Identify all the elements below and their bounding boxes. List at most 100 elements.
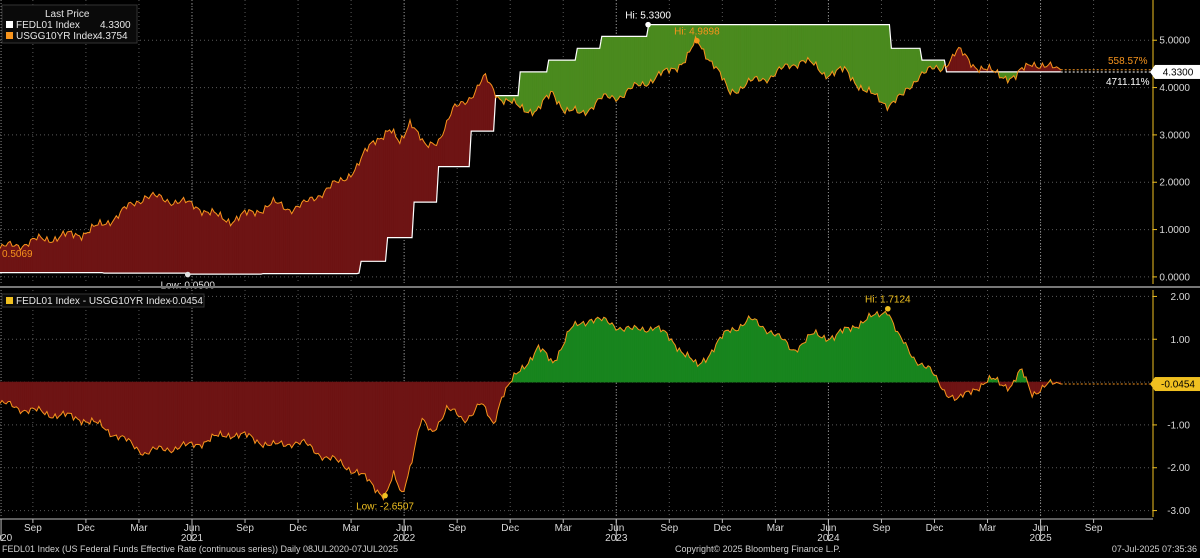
spread-fill-slice (266, 205, 270, 274)
diff-fill-slice (585, 322, 588, 383)
diff-fill-slice (179, 381, 182, 450)
diff-fill-slice (607, 321, 611, 383)
spread-fill-slice (283, 208, 286, 274)
spread-fill-slice (95, 224, 99, 273)
diff-fill-slice (50, 381, 54, 419)
diff-last-tag-arrow (1150, 377, 1155, 392)
diff-fill-slice (462, 381, 466, 424)
spread-fill-slice (795, 24, 798, 70)
diff-fill-slice (656, 325, 660, 383)
spread-fill-slice (760, 24, 764, 82)
spread-fill-slice (648, 24, 652, 85)
spread-fill-slice (64, 231, 68, 273)
diff-fill-slice (109, 381, 113, 438)
diff-fill-slice (587, 319, 590, 383)
diff-fill-slice (287, 381, 290, 445)
diff-fill-slice (678, 347, 682, 383)
diff-fill-slice (60, 381, 64, 416)
diff-fill-slice (22, 381, 25, 412)
spread-fill-slice (570, 59, 574, 111)
diff-fill-slice (568, 327, 572, 383)
legend-swatch (6, 21, 13, 28)
diff-fill-slice (101, 381, 105, 430)
spread-fill-slice (450, 107, 454, 167)
spread-fill-slice (566, 59, 570, 113)
diff-fill-slice (615, 328, 619, 383)
spread-fill-slice (99, 219, 103, 273)
diff-fill-slice (240, 381, 244, 435)
spread-fill-slice (75, 232, 78, 273)
spread-fill-slice (807, 24, 811, 62)
diff-fill-slice (609, 322, 613, 383)
x-month-label: Dec (77, 523, 95, 534)
diff-fill-slice (632, 325, 635, 383)
diff-fill-slice (136, 381, 140, 452)
diff-fill-slice (103, 381, 107, 431)
spread-fill-slice (115, 214, 119, 274)
diff-fill-slice (613, 325, 617, 383)
diff-fill-slice (668, 338, 672, 383)
diff-fill-slice (697, 363, 700, 383)
diff-last-tag-text: -0.0454 (1161, 380, 1195, 391)
spread-fill-slice (460, 101, 464, 167)
spread-fill-slice (723, 24, 727, 85)
diff-fill-slice (899, 334, 902, 383)
diff-fill-slice (83, 381, 86, 423)
diff-fill-slice (699, 362, 703, 383)
x-month-label: Mar (342, 523, 360, 534)
diff-fill-slice (24, 381, 27, 412)
diff-fill-slice (850, 325, 853, 383)
diff-fill-slice (297, 381, 301, 446)
diff-fill-slice (16, 381, 19, 410)
spread-fill-slice (207, 211, 211, 275)
diff-fill-slice (254, 381, 258, 445)
diff-fill-slice (305, 381, 309, 447)
spread-fill-slice (640, 36, 643, 86)
spread-fill-slice (262, 205, 266, 274)
spread-fill-slice (360, 153, 364, 262)
x-month-label: Mar (130, 523, 148, 534)
diff-fill-slice (572, 321, 576, 383)
diff-fill-slice (252, 381, 256, 444)
diff-fill-slice (811, 333, 815, 383)
spread-fill-slice (809, 24, 813, 64)
spread-fill-slice (899, 47, 902, 96)
spread-fill-slice (303, 199, 307, 274)
spread-fill-slice (293, 206, 297, 274)
spread-fill-slice (277, 202, 280, 274)
diff-fill-slice (693, 358, 696, 383)
diff-fill-slice (742, 324, 745, 383)
spread-fill-slice (448, 114, 452, 167)
diff-fill-slice (183, 381, 186, 446)
spread-fill-slice (50, 241, 54, 273)
spread-fill-slice (670, 24, 674, 70)
spread-fill-slice (350, 173, 354, 274)
spread-fill-slice (144, 195, 148, 274)
spread-fill-slice (185, 200, 188, 274)
diff-fill-slice (595, 316, 598, 383)
spread-fill-slice (613, 36, 617, 103)
diff-fill-slice (544, 350, 547, 383)
last-price-tag-text: 4.3300 (1163, 67, 1194, 78)
diff-fill-slice (858, 321, 862, 383)
diff-fill-slice (207, 381, 211, 442)
diff-fill-slice (676, 346, 680, 383)
diff-fill-slice (250, 381, 254, 439)
diff-fill-slice (7, 381, 11, 402)
spread-fill-slice (44, 236, 48, 273)
diff-fill-slice (725, 329, 729, 383)
diff-fill-slice (338, 381, 341, 464)
spread-fill-slice (315, 194, 319, 274)
spread-fill-slice (632, 36, 635, 89)
spread-fill-slice (874, 24, 878, 96)
spread-fill-slice (860, 24, 864, 91)
diff-fill-slice (468, 381, 472, 417)
spread-fill-slice (54, 236, 58, 273)
diff-fill-slice (397, 381, 401, 490)
spread-fill-slice (850, 24, 853, 82)
spread-fill-slice (768, 24, 772, 80)
spread-fill-slice (878, 24, 882, 103)
diff-fill-slice (289, 381, 292, 449)
spread-fill-slice (466, 97, 470, 167)
diff-fill-slice (793, 349, 796, 383)
